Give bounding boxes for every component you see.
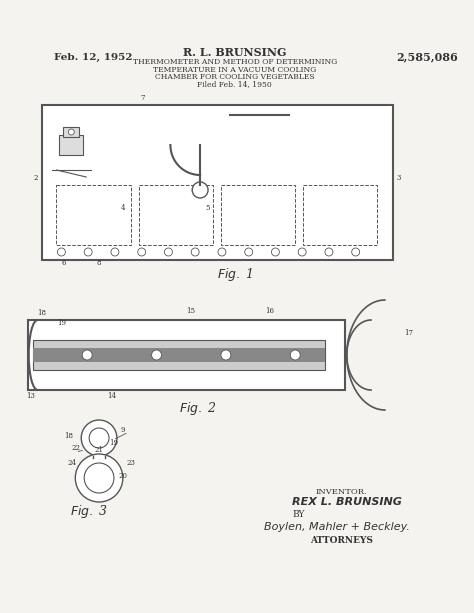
Circle shape bbox=[152, 350, 162, 360]
Text: 18: 18 bbox=[64, 432, 73, 440]
Text: 8: 8 bbox=[96, 259, 100, 267]
Text: $\mathit{Fig.}$ 2: $\mathit{Fig.}$ 2 bbox=[179, 400, 217, 417]
Text: 3: 3 bbox=[396, 174, 401, 182]
Circle shape bbox=[81, 420, 117, 456]
Text: THERMOMETER AND METHOD OF DETERMINING: THERMOMETER AND METHOD OF DETERMINING bbox=[133, 58, 337, 66]
Bar bbox=[139, 185, 213, 245]
Text: 2: 2 bbox=[34, 174, 38, 182]
Text: 4: 4 bbox=[121, 204, 125, 212]
Text: R. L. BRUNSING: R. L. BRUNSING bbox=[183, 47, 287, 58]
Text: 22: 22 bbox=[71, 444, 80, 452]
Text: 23: 23 bbox=[127, 459, 136, 467]
Text: Filed Feb. 14, 1950: Filed Feb. 14, 1950 bbox=[198, 80, 272, 88]
Bar bbox=[33, 340, 325, 370]
Text: BY: BY bbox=[292, 510, 305, 519]
Text: CHAMBER FOR COOLING VEGETABLES: CHAMBER FOR COOLING VEGETABLES bbox=[155, 73, 315, 81]
Text: 16: 16 bbox=[265, 307, 274, 315]
Bar bbox=[221, 185, 295, 245]
Bar bbox=[303, 185, 377, 245]
Circle shape bbox=[221, 350, 231, 360]
Text: 21: 21 bbox=[94, 446, 103, 454]
Text: 7: 7 bbox=[141, 94, 145, 102]
Circle shape bbox=[68, 129, 74, 135]
Text: REX L. BRUNSING: REX L. BRUNSING bbox=[292, 497, 401, 507]
Text: TEMPERATURE IN A VACUUM COOLING: TEMPERATURE IN A VACUUM COOLING bbox=[153, 66, 317, 74]
Text: 2,585,086: 2,585,086 bbox=[396, 51, 458, 62]
Circle shape bbox=[290, 350, 300, 360]
Bar bbox=[59, 135, 83, 155]
Bar bbox=[33, 348, 325, 362]
Text: Boylen, Mahler + Beckley.: Boylen, Mahler + Beckley. bbox=[264, 522, 410, 532]
Text: 24: 24 bbox=[67, 459, 76, 467]
Text: 17: 17 bbox=[404, 329, 413, 337]
Text: 6: 6 bbox=[62, 259, 66, 267]
Text: 14: 14 bbox=[107, 392, 116, 400]
Text: ATTORNEYS: ATTORNEYS bbox=[310, 536, 373, 545]
Text: 15: 15 bbox=[186, 307, 195, 315]
Bar bbox=[42, 105, 393, 260]
Bar bbox=[28, 320, 345, 390]
Text: 9: 9 bbox=[121, 426, 125, 434]
Text: Feb. 12, 1952: Feb. 12, 1952 bbox=[55, 53, 133, 62]
Text: $\mathit{Fig.}$ 1: $\mathit{Fig.}$ 1 bbox=[217, 266, 253, 283]
Circle shape bbox=[192, 182, 208, 198]
Text: 5: 5 bbox=[205, 204, 210, 212]
Text: 18: 18 bbox=[37, 309, 46, 317]
Text: 20: 20 bbox=[119, 472, 128, 480]
Circle shape bbox=[82, 350, 92, 360]
Text: $\mathit{Fig.}$ 3: $\mathit{Fig.}$ 3 bbox=[70, 503, 109, 520]
Text: 19: 19 bbox=[109, 439, 118, 447]
Text: 13: 13 bbox=[26, 392, 35, 400]
Text: INVENTOR.: INVENTOR. bbox=[316, 488, 368, 496]
Circle shape bbox=[75, 454, 123, 502]
Bar bbox=[56, 185, 131, 245]
Bar bbox=[64, 127, 79, 137]
Text: 19: 19 bbox=[57, 319, 66, 327]
